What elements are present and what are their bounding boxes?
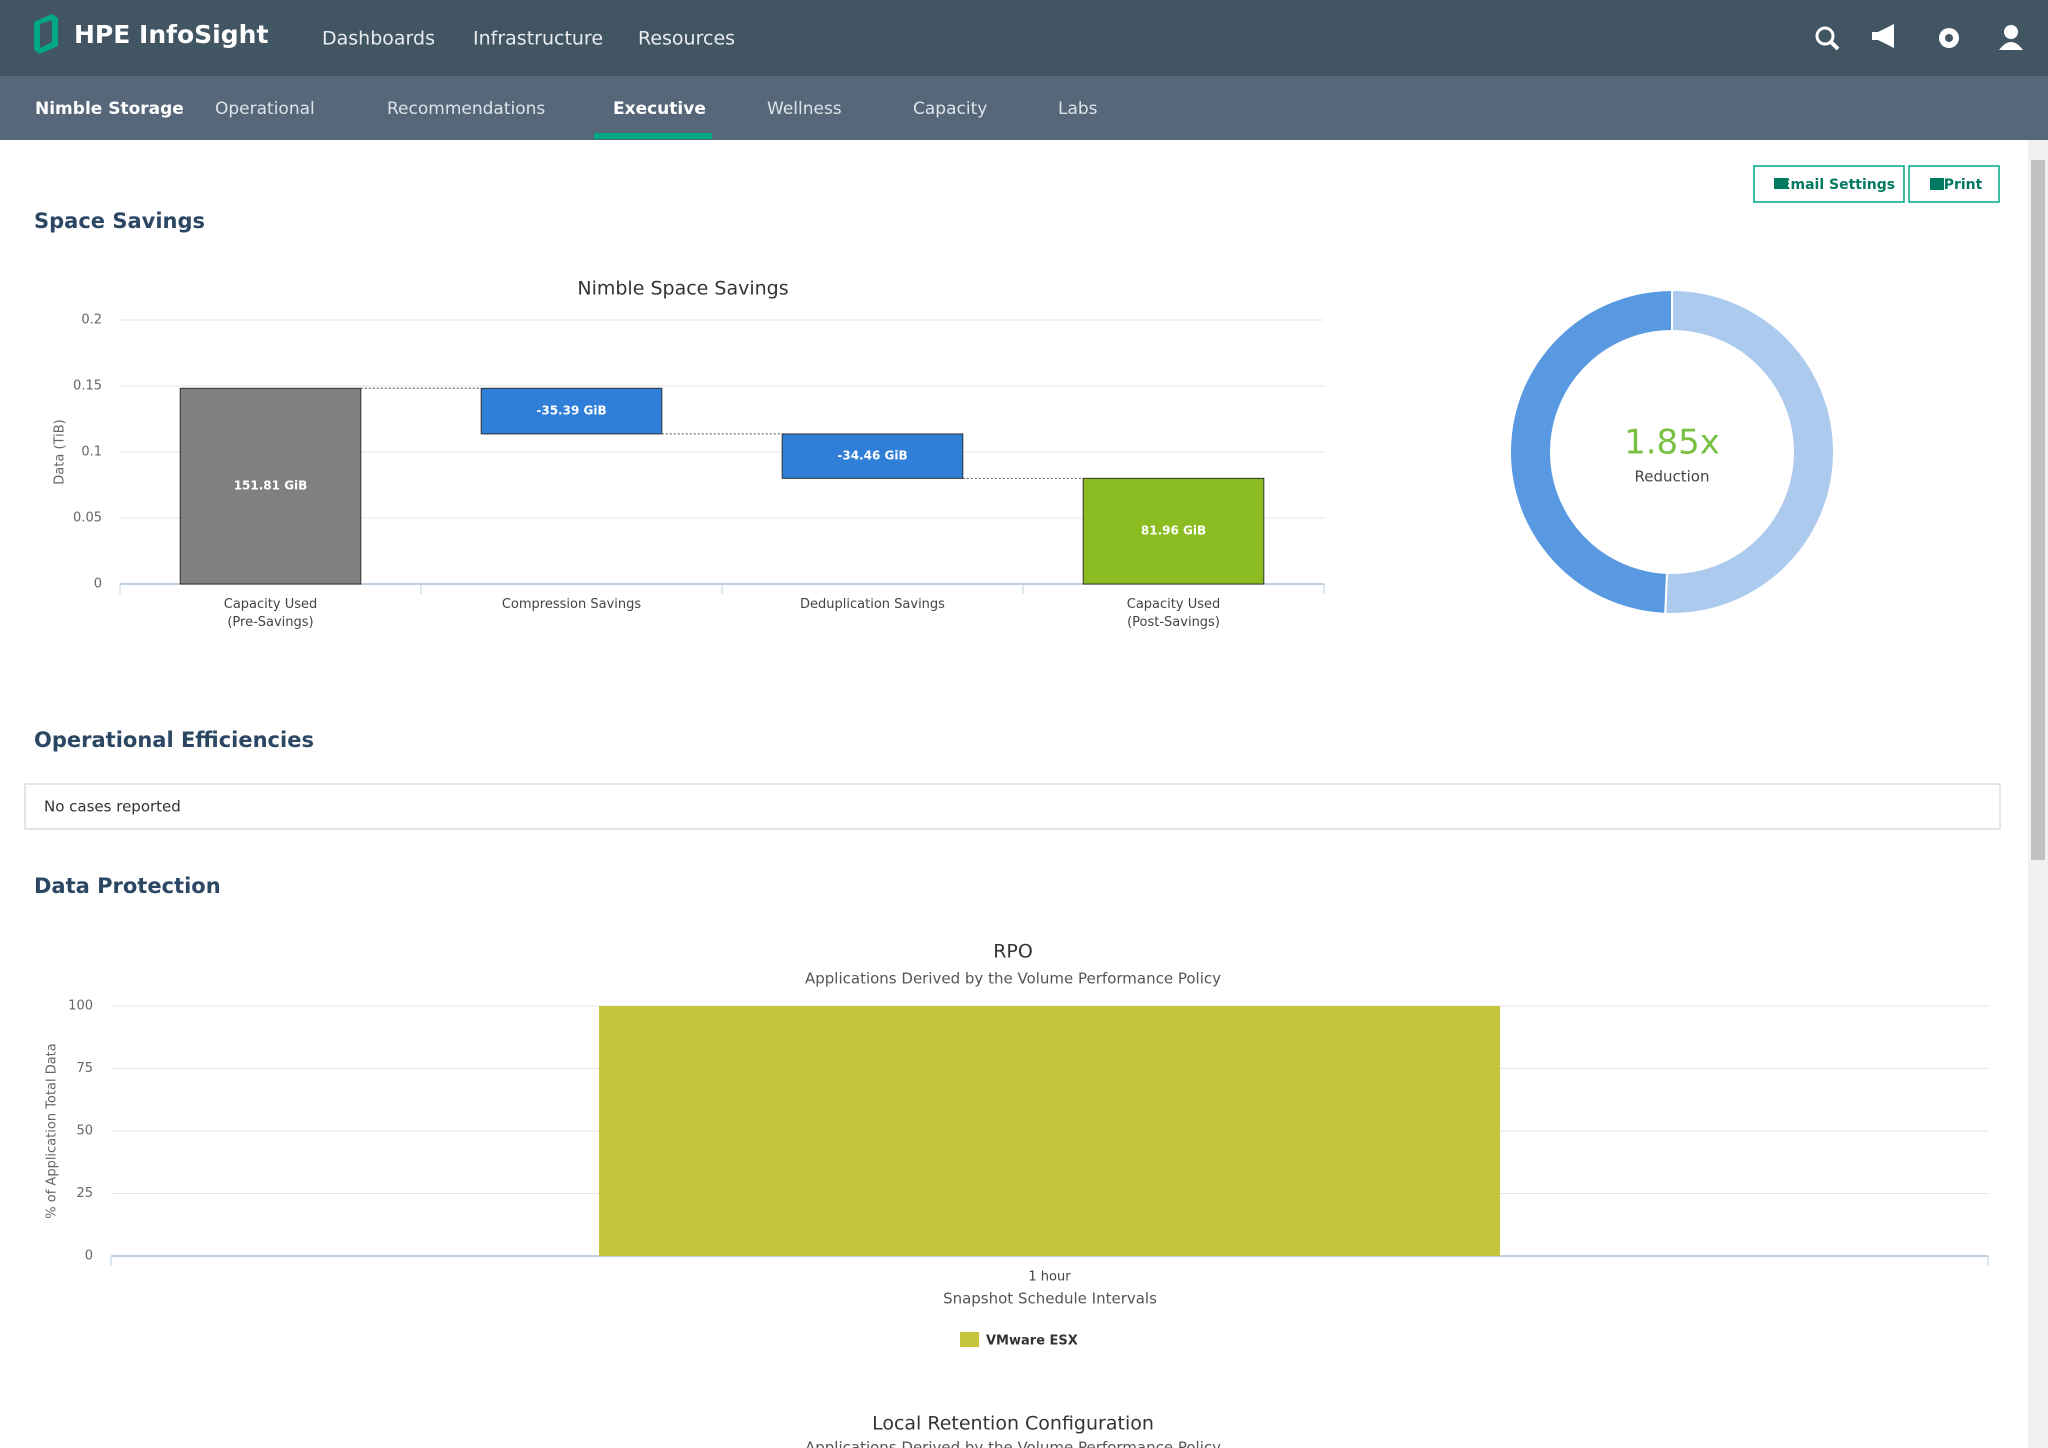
settings-hole (1945, 34, 1953, 42)
donut-value: 1.85x (1624, 423, 1720, 463)
nav-item[interactable]: Resources (638, 28, 735, 50)
donut-label: Reduction (1635, 468, 1710, 486)
data-label: -35.39 GiB (536, 404, 606, 418)
x-tick-label: Capacity Used (Post-Savings) (1127, 597, 1220, 630)
chart-title: Local Retention Configuration (872, 1413, 1154, 1435)
data-label: 81.96 GiB (1141, 524, 1206, 538)
y-axis-label: % of Application Total Data (45, 1043, 60, 1218)
bar (1082, 477, 1265, 585)
buttons: Email Settings Print (1753, 165, 2000, 203)
bar (480, 387, 663, 435)
y-axis-label: Data (TiB) (53, 419, 68, 484)
chart-subtitle: Applications Derived by the Volume Perfo… (805, 970, 1221, 988)
message: No cases reported (44, 798, 181, 816)
tab[interactable]: Labs (1058, 99, 1098, 119)
legend-label[interactable]: VMware ESX (986, 1334, 1078, 1349)
data-label: 151.81 GiB (234, 479, 308, 493)
section-title: Data Protection (34, 874, 221, 898)
y-tick-label: 100 (68, 999, 93, 1014)
y-tick-label: 0.2 (81, 313, 102, 328)
y-tick-label: 0.1 (81, 445, 102, 460)
user-body (1999, 42, 2023, 50)
message-box (24, 783, 2001, 830)
nav-item[interactable]: Infrastructure (473, 28, 603, 50)
tab[interactable]: Recommendations (387, 99, 545, 119)
y-tick-label: 25 (76, 1186, 93, 1201)
donut-slice (1509, 288, 1673, 615)
nav-item[interactable]: Dashboards (322, 28, 435, 50)
chart-title: RPO (993, 941, 1033, 963)
search-icon[interactable] (1815, 26, 1835, 46)
announce-icon[interactable] (1872, 24, 1894, 48)
bar (599, 1006, 1500, 1256)
x-tick-label: 1 hour (1028, 1270, 1071, 1285)
x-tick-label: Capacity Used (Pre-Savings) (224, 597, 317, 630)
tab[interactable]: Wellness (767, 99, 842, 119)
x-tick-label: Compression Savings (502, 597, 642, 612)
search-handle (1829, 40, 1840, 51)
print-button-label[interactable]: Print (1944, 177, 1983, 193)
active-tab-underline (594, 133, 712, 139)
header-bar (0, 0, 2048, 76)
y-tick-label: 50 (76, 1124, 93, 1139)
scroll-thumb[interactable] (2031, 160, 2045, 860)
email-icon (1774, 178, 1788, 189)
bar (179, 387, 362, 585)
x-tick-label: Deduplication Savings (800, 597, 945, 612)
data-label: -34.46 GiB (837, 449, 907, 463)
chart-title: Nimble Space Savings (577, 278, 788, 300)
print-button[interactable] (1908, 165, 2000, 203)
header-icons (1815, 24, 2023, 51)
y-tick-label: 0 (85, 1249, 93, 1264)
y-tick-label: 0.05 (73, 511, 102, 526)
tab[interactable]: Operational (215, 99, 315, 119)
tab-bar (0, 76, 2048, 140)
section-title: Operational Efficiencies (34, 728, 314, 752)
tab[interactable]: Capacity (913, 99, 987, 119)
bar (781, 433, 964, 479)
logo (34, 14, 58, 54)
section-title: Space Savings (34, 209, 205, 233)
legend-swatch[interactable] (960, 1332, 979, 1347)
tab[interactable]: Executive (613, 99, 706, 119)
donut-slice (1664, 288, 1836, 615)
print-icon (1930, 178, 1944, 190)
brand[interactable]: HPE InfoSight (74, 20, 268, 49)
y-tick-label: 0 (94, 577, 102, 592)
tab[interactable]: Nimble Storage (35, 99, 184, 119)
user-icon[interactable] (2004, 25, 2018, 39)
chart-subtitle: Applications Derived by the Volume Perfo… (805, 1439, 1221, 1448)
x-axis-label: Snapshot Schedule Intervals (943, 1290, 1157, 1308)
y-tick-label: 75 (76, 1061, 93, 1076)
y-tick-label: 0.15 (73, 379, 102, 394)
email-button-label[interactable]: Email Settings (1781, 177, 1895, 193)
